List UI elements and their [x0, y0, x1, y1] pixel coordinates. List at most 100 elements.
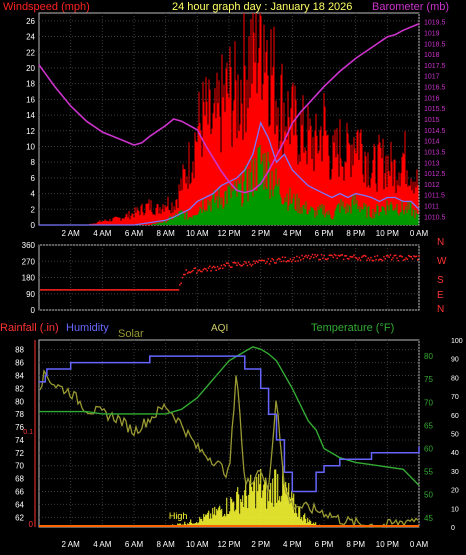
- direction-point: [190, 270, 193, 273]
- temperature-tick-label: 80: [424, 352, 433, 361]
- direction-point: [409, 255, 411, 258]
- direction-point: [241, 264, 243, 267]
- humidity-tick-label: 68: [15, 475, 24, 484]
- humidity-line: [39, 355, 420, 493]
- x-tick-label: 6 AM: [125, 540, 144, 549]
- y2-tick-label: 1018.5: [424, 41, 446, 48]
- direction-point: [344, 255, 346, 257]
- direction-point: [277, 257, 280, 260]
- y2-tick-label: 1015.5: [424, 106, 446, 113]
- direction-point: [323, 254, 325, 257]
- direction-point: [375, 258, 377, 261]
- solar-tick-label: 100: [451, 338, 463, 345]
- y2-tick-label: 1018: [424, 52, 440, 59]
- temperature-tick-label: 45: [424, 514, 433, 523]
- direction-point: [179, 284, 181, 286]
- solar-tick-label: 50: [451, 432, 459, 439]
- direction-point: [388, 256, 390, 258]
- direction-point: [88, 289, 90, 291]
- temperature-tick-label: 60: [424, 445, 433, 454]
- direction-point: [215, 269, 217, 271]
- direction-point: [355, 257, 358, 259]
- direction-point: [80, 289, 82, 291]
- chart-title: 24 hour graph day : January 18 2026: [172, 1, 352, 13]
- compass-label: W: [437, 256, 447, 267]
- direction-point: [314, 253, 316, 256]
- direction-point: [384, 258, 386, 260]
- direction-point: [123, 289, 125, 291]
- direction-point: [188, 271, 190, 273]
- direction-point: [293, 256, 295, 259]
- direction-point: [40, 289, 42, 291]
- direction-point: [149, 289, 151, 291]
- direction-point: [82, 289, 85, 291]
- direction-point: [160, 289, 163, 291]
- direction-point: [192, 269, 194, 272]
- direction-point: [77, 289, 80, 291]
- direction-point: [258, 259, 260, 262]
- compass-label: S: [437, 275, 444, 286]
- direction-point: [363, 254, 366, 257]
- direction-point: [72, 289, 74, 291]
- direction-point: [411, 258, 414, 260]
- direction-point: [50, 289, 52, 291]
- direction-point: [171, 289, 173, 291]
- humidity-axis-title: Humidity: [66, 322, 109, 334]
- direction-point: [95, 289, 98, 291]
- direction-point: [329, 254, 332, 256]
- direction-point: [378, 259, 380, 261]
- solar-tick-label: 90: [451, 357, 459, 364]
- x-tick-label: 8 AM: [157, 229, 176, 238]
- direction-point: [86, 289, 89, 291]
- direction-point: [385, 255, 388, 257]
- direction-point: [268, 263, 271, 265]
- temperature-tick-label: 55: [424, 468, 433, 477]
- direction-point: [136, 289, 138, 291]
- direction-point: [67, 289, 69, 291]
- direction-point: [162, 289, 164, 291]
- solar-tick-label: 30: [451, 469, 459, 476]
- direction-point: [383, 256, 385, 258]
- direction-point: [69, 289, 72, 291]
- direction-point: [349, 255, 351, 258]
- y-tick-label: 24: [26, 33, 35, 42]
- temperature-humidity-panel: 62 64 66 68 70 72 74 76 78 80 82 84 86 88 0.1 0 45 50 55 60…: [15, 338, 463, 549]
- y2-tick-label: 1011: [424, 204, 439, 211]
- y-tick-label: 20: [26, 64, 35, 73]
- direction-point: [327, 257, 329, 260]
- direction-point: [145, 289, 147, 291]
- direction-point: [300, 259, 302, 261]
- direction-point: [167, 289, 169, 291]
- direction-point: [231, 266, 233, 268]
- direction-point: [166, 289, 168, 291]
- x-tick-label: 10 PM: [376, 540, 399, 549]
- direction-point: [294, 260, 297, 263]
- humidity-tick-label: 82: [15, 384, 24, 393]
- y-tick-label: 0: [31, 306, 36, 315]
- direction-point: [55, 289, 58, 291]
- x-tick-label: 4 AM: [93, 540, 112, 549]
- x-tick-label: 0 AM: [410, 540, 429, 549]
- y-tick-label: 4: [31, 190, 36, 199]
- direction-point: [297, 260, 299, 262]
- direction-point: [394, 254, 397, 257]
- direction-point: [254, 262, 256, 264]
- direction-point: [49, 289, 51, 291]
- direction-point: [357, 258, 359, 261]
- direction-point: [222, 267, 224, 270]
- direction-point: [159, 289, 162, 291]
- direction-point: [205, 268, 207, 270]
- x-tick-label: 10 AM: [186, 229, 209, 238]
- direction-point: [137, 289, 139, 291]
- y-tick-label: 16: [26, 95, 35, 104]
- direction-point: [60, 289, 63, 291]
- direction-point: [324, 258, 327, 260]
- x-tick-label: 2 AM: [62, 229, 81, 238]
- direction-point: [302, 257, 305, 260]
- y2-tick-label: 1017.5: [424, 63, 446, 70]
- direction-point: [84, 289, 86, 291]
- direction-point: [387, 254, 389, 257]
- y2-tick-label: 1016.5: [424, 85, 446, 92]
- x-tick-label: 12 PM: [217, 229, 240, 238]
